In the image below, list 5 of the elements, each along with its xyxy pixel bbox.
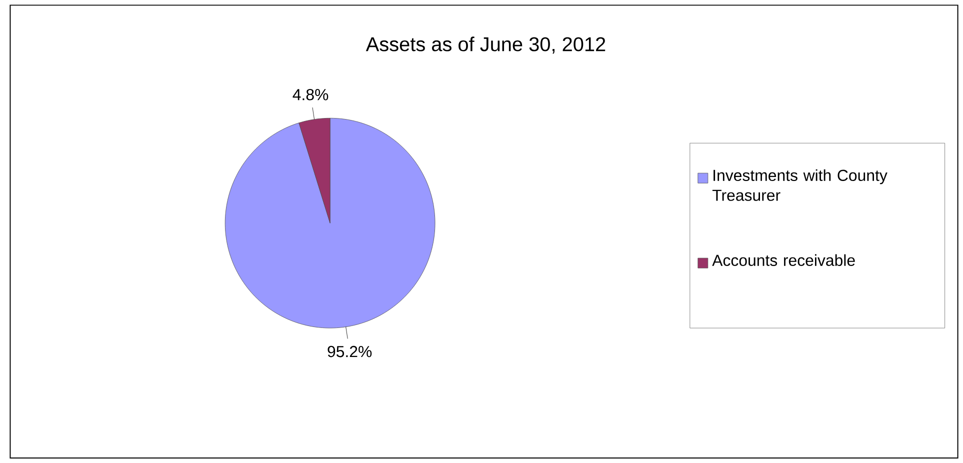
data-label: 95.2% [328,346,372,358]
chart-title: Assets as of June 30, 2012 [366,36,606,54]
legend-label: Investments with County Treasurer [712,169,888,201]
data-label: 4.8% [292,88,328,100]
legend-label: Accounts receivable [712,254,855,266]
